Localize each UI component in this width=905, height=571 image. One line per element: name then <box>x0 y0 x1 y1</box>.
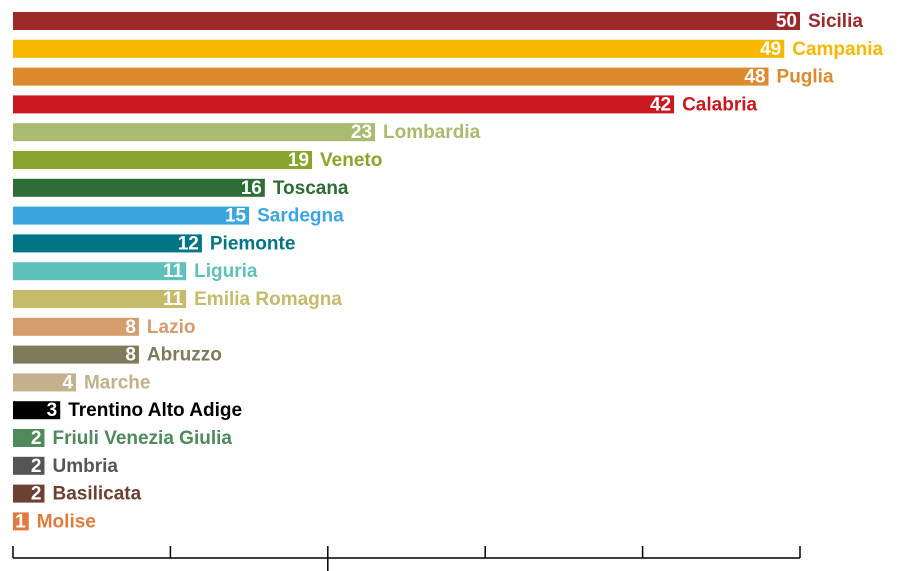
bar <box>13 178 265 197</box>
category-label: Umbria <box>52 456 118 477</box>
value-label: 16 <box>241 178 262 199</box>
category-label: Lombardia <box>383 122 481 143</box>
category-label: Campania <box>792 39 883 60</box>
value-label: 19 <box>288 150 309 171</box>
category-label: Basilicata <box>52 484 141 505</box>
bar <box>13 512 29 531</box>
bar <box>13 95 675 114</box>
value-label: 4 <box>62 372 73 393</box>
category-label: Lazio <box>147 317 196 338</box>
category-label: Calabria <box>682 94 757 115</box>
category-label: Veneto <box>320 150 382 171</box>
category-label: Piemonte <box>210 233 296 254</box>
value-label: 2 <box>31 456 42 477</box>
bar <box>13 234 202 253</box>
bar <box>13 39 785 58</box>
category-label: Sardegna <box>257 206 344 227</box>
category-label: Emilia Romagna <box>194 289 342 310</box>
category-label: Friuli Venezia Giulia <box>52 428 232 449</box>
bar <box>13 67 769 86</box>
bar <box>13 12 800 30</box>
bar <box>13 373 76 392</box>
value-label: 23 <box>351 122 372 143</box>
value-label: 8 <box>125 345 136 366</box>
value-label: 2 <box>31 428 42 449</box>
category-label: Toscana <box>273 178 349 199</box>
value-label: 1 <box>15 511 26 532</box>
value-label: 42 <box>650 94 671 115</box>
value-label: 15 <box>225 206 247 227</box>
value-label: 2 <box>31 484 42 505</box>
category-label: Trentino Alto Adige <box>68 400 242 421</box>
bar <box>13 401 61 420</box>
bar <box>13 317 139 336</box>
bar <box>13 484 45 503</box>
bar <box>13 262 187 281</box>
value-label: 12 <box>178 233 199 254</box>
value-label: 49 <box>760 39 781 60</box>
value-label: 8 <box>125 317 136 338</box>
value-label: 48 <box>744 67 765 88</box>
bar <box>13 429 45 447</box>
category-label: Sicilia <box>808 11 863 32</box>
category-label: Puglia <box>777 67 834 88</box>
value-label: 11 <box>163 261 184 282</box>
bar <box>13 123 376 142</box>
value-label: 3 <box>47 400 58 421</box>
bar <box>13 456 45 475</box>
bar <box>13 206 250 225</box>
category-label: Liguria <box>194 261 258 282</box>
bar <box>13 151 313 169</box>
value-label: 50 <box>776 11 797 32</box>
category-label: Molise <box>37 511 96 532</box>
category-label: Marche <box>84 372 151 393</box>
category-label: Abruzzo <box>147 345 222 366</box>
bar <box>13 290 187 308</box>
bar <box>13 345 139 364</box>
value-label: 11 <box>163 289 184 310</box>
